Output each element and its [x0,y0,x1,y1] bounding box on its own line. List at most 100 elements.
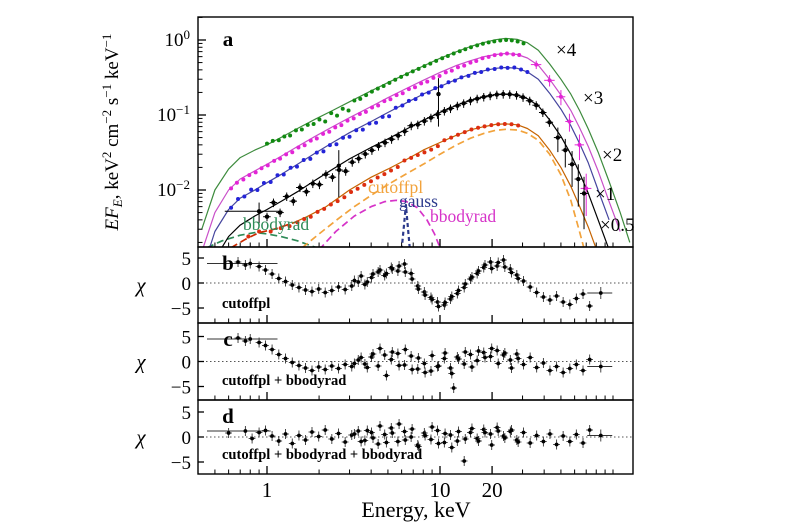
data-point [363,109,368,114]
dataset-x1-model [221,93,609,247]
curve [301,128,585,247]
data-point [443,351,447,355]
data-point [284,194,289,199]
data-point [436,91,441,97]
data-point [290,150,295,155]
data-point [308,214,313,219]
curve [221,93,609,247]
component-lowe-dash [230,220,298,247]
multiplier-label: ×4 [556,40,577,61]
data-point [449,135,454,140]
data-point [541,439,546,444]
data-point [329,111,334,116]
data-point [422,150,427,155]
data-point [468,98,473,103]
data-point [416,287,421,291]
data-point [263,343,268,348]
data-point [321,131,326,136]
data-point [431,75,436,80]
panel-d-frame [197,399,634,475]
data-point [516,276,521,281]
panel-b-yaxis: 5 0 −5 χ [134,249,204,320]
data-point [263,428,268,433]
data-point [492,39,497,44]
data-point [333,125,338,130]
y-tick-label: −5 [171,299,191,320]
data-point [416,444,421,449]
data-point [449,445,454,450]
data-point [534,290,539,295]
data-point [352,98,357,103]
data-point [308,138,313,143]
data-point [496,361,501,366]
panel-d-yaxis: 5 0 −5 χ [134,403,204,474]
data-point [430,425,434,429]
data-point [509,428,514,432]
data-point [520,95,526,100]
data-point [436,304,441,309]
data-point [369,148,375,153]
data-point [369,430,374,435]
data-point [558,94,563,99]
data-point [362,182,367,187]
data-point [548,368,552,373]
data-point [369,275,374,280]
data-point [330,175,335,180]
data-point [356,156,361,161]
panel-c-yaxis: 5 0 −5 χ [134,328,204,399]
data-point [492,53,497,58]
data-point [270,272,274,276]
data-point [305,122,310,127]
data-point [541,361,546,365]
data-point [340,106,345,111]
data-point [470,365,474,369]
model-label-b: cutoffpl [222,296,270,312]
data-point [455,439,460,443]
data-point [554,364,559,369]
data-point [449,68,454,73]
data-point [567,366,572,371]
data-point [433,86,438,91]
data-point [270,434,274,438]
data-point [481,94,486,100]
data-point [360,127,365,132]
data-point [321,149,326,154]
panel-b-labels: b cutoffpl [222,251,270,312]
data-point [327,129,332,134]
curve [230,220,298,247]
panel-letter-d: d [222,404,234,428]
data-point [416,356,421,360]
data-point [297,433,301,438]
data-point [468,430,473,435]
data-point [365,280,370,284]
data-point [435,112,440,117]
data-point [323,367,328,372]
data-point [435,428,440,433]
data-point [448,106,453,111]
data-point [229,186,234,191]
component-label-cutoffpl: cutoffpl [368,177,423,197]
data-point [437,74,442,79]
data-point [475,358,480,363]
data-point [598,291,603,295]
data-point [288,133,293,138]
data-point [349,364,354,369]
data-point [495,348,500,353]
data-point [429,369,433,373]
panel-letter-a: a [223,27,234,51]
data-point [323,119,328,124]
data-point [569,162,575,167]
data-point [336,285,341,289]
data-point [483,263,487,267]
data-point [443,70,448,75]
data-point [409,155,414,160]
data-point [375,86,380,91]
data-point [426,90,431,95]
data-point [316,434,321,439]
data-point [335,199,340,204]
data-point [276,352,281,357]
data-point [351,116,356,121]
data-point [368,179,373,184]
data-point [378,424,382,428]
data-point [548,298,552,302]
